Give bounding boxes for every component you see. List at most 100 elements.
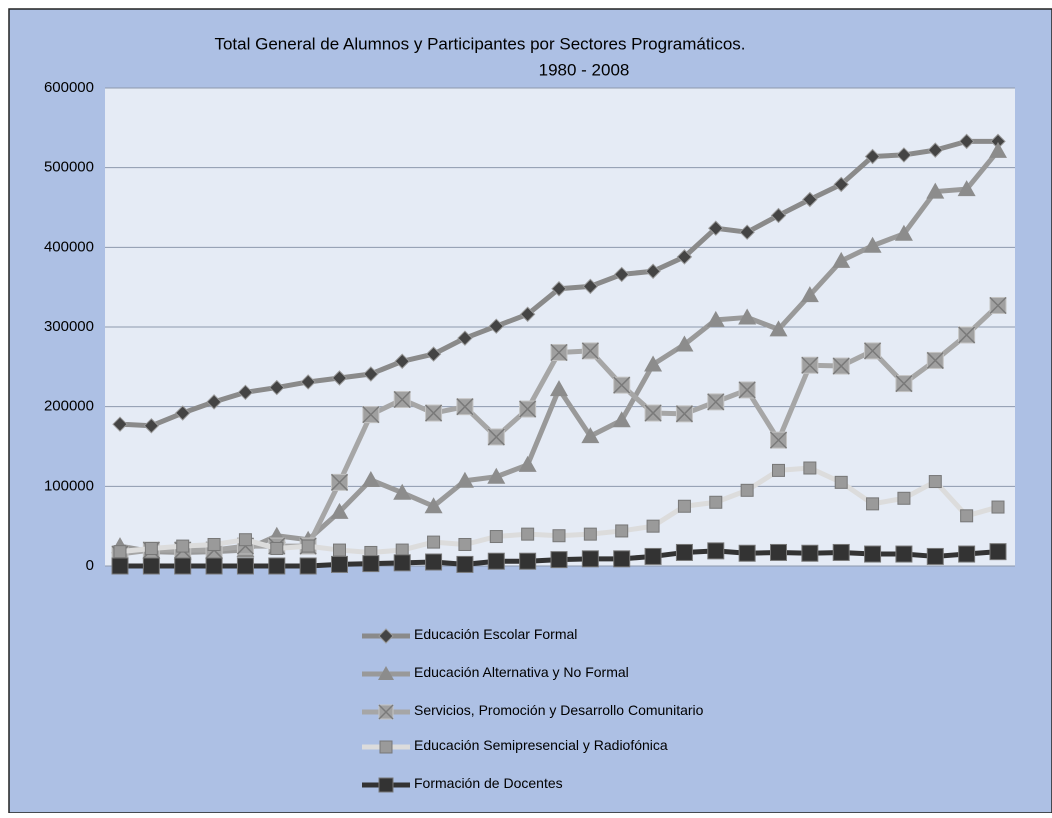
marker bbox=[487, 552, 505, 570]
marker-cross bbox=[613, 376, 631, 394]
marker-cross bbox=[738, 381, 756, 399]
marker-cross bbox=[425, 404, 443, 422]
marker bbox=[378, 628, 394, 644]
legend-swatch bbox=[362, 666, 410, 680]
marker bbox=[613, 376, 631, 394]
marker bbox=[991, 500, 1005, 514]
marker bbox=[456, 398, 474, 416]
marker-cross bbox=[378, 704, 394, 720]
legend-item: Educación Semipresencial y Radiofónica bbox=[362, 738, 714, 756]
marker bbox=[770, 207, 787, 224]
legend-swatch bbox=[362, 777, 410, 793]
marker bbox=[583, 527, 597, 541]
legend-swatch bbox=[362, 740, 410, 754]
marker bbox=[677, 499, 691, 513]
marker bbox=[299, 557, 317, 575]
marker bbox=[989, 141, 1007, 158]
marker bbox=[424, 497, 443, 514]
marker bbox=[644, 547, 662, 565]
marker-cross bbox=[864, 342, 882, 360]
y-tick-label: 200000 bbox=[44, 398, 94, 415]
marker bbox=[927, 142, 943, 158]
marker bbox=[738, 381, 756, 399]
marker bbox=[676, 249, 693, 265]
marker bbox=[864, 148, 881, 165]
marker bbox=[175, 405, 191, 421]
marker bbox=[989, 543, 1007, 561]
marker bbox=[456, 555, 474, 573]
marker bbox=[644, 355, 663, 372]
marker-cross bbox=[958, 326, 976, 344]
marker bbox=[425, 404, 443, 422]
marker bbox=[142, 557, 160, 575]
marker bbox=[770, 543, 787, 561]
marker bbox=[801, 544, 819, 562]
marker bbox=[379, 740, 393, 754]
marker bbox=[926, 351, 944, 369]
legend-swatch bbox=[362, 704, 410, 720]
marker bbox=[236, 557, 254, 575]
marker bbox=[207, 537, 221, 551]
marker-cross bbox=[330, 473, 349, 491]
marker bbox=[550, 380, 568, 397]
marker bbox=[489, 530, 503, 544]
legend-label: Educación Semipresencial y Radiofónica bbox=[414, 737, 668, 753]
marker bbox=[111, 557, 129, 575]
marker bbox=[176, 539, 190, 553]
marker bbox=[112, 416, 128, 432]
marker bbox=[393, 483, 412, 500]
marker bbox=[614, 266, 630, 283]
marker-cross bbox=[393, 390, 411, 409]
marker bbox=[487, 467, 506, 484]
marker bbox=[457, 330, 473, 346]
marker bbox=[989, 296, 1007, 315]
marker bbox=[581, 427, 600, 444]
marker bbox=[237, 384, 254, 401]
marker bbox=[958, 326, 976, 344]
marker bbox=[395, 543, 409, 557]
marker bbox=[551, 281, 567, 297]
marker bbox=[330, 473, 349, 491]
series bbox=[113, 461, 1005, 559]
marker bbox=[270, 541, 284, 555]
marker bbox=[333, 543, 346, 557]
marker bbox=[769, 320, 788, 337]
y-tick-label: 0 bbox=[86, 557, 94, 574]
marker bbox=[926, 547, 944, 565]
marker bbox=[895, 375, 913, 393]
marker bbox=[519, 400, 537, 418]
marker bbox=[707, 393, 725, 411]
series bbox=[112, 133, 1006, 434]
marker-cross bbox=[769, 431, 788, 449]
marker-cross bbox=[675, 405, 693, 423]
marker bbox=[363, 366, 379, 382]
marker bbox=[803, 461, 817, 475]
marker bbox=[113, 545, 127, 559]
marker bbox=[378, 666, 394, 680]
marker bbox=[897, 491, 911, 505]
marker bbox=[425, 346, 442, 362]
marker-cross bbox=[926, 351, 944, 369]
marker bbox=[331, 555, 348, 573]
marker bbox=[378, 704, 394, 720]
marker bbox=[863, 236, 882, 253]
marker bbox=[800, 286, 819, 303]
y-tick-label: 300000 bbox=[44, 318, 94, 335]
marker bbox=[896, 147, 912, 163]
marker bbox=[552, 529, 566, 543]
marker bbox=[801, 356, 819, 374]
chart-title: Total General de Alumnos y Participantes… bbox=[214, 34, 745, 53]
marker bbox=[926, 182, 945, 199]
marker bbox=[832, 251, 851, 268]
marker bbox=[709, 495, 723, 509]
marker bbox=[675, 335, 694, 352]
marker-cross bbox=[362, 406, 380, 424]
series bbox=[111, 542, 1007, 575]
marker-cross bbox=[644, 404, 662, 422]
marker-cross bbox=[832, 357, 850, 375]
marker bbox=[928, 475, 942, 489]
y-tick-label: 500000 bbox=[44, 159, 94, 176]
marker bbox=[739, 224, 755, 240]
